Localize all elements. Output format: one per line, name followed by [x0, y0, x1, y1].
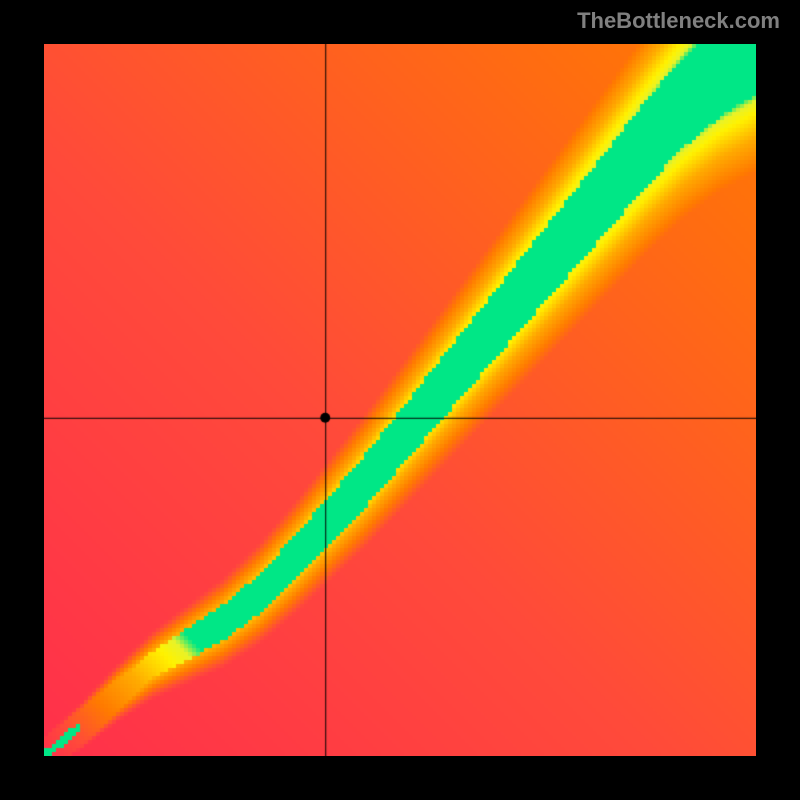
- bottleneck-heatmap: [44, 44, 756, 756]
- chart-container: TheBottleneck.com: [0, 0, 800, 800]
- watermark-text: TheBottleneck.com: [577, 8, 780, 34]
